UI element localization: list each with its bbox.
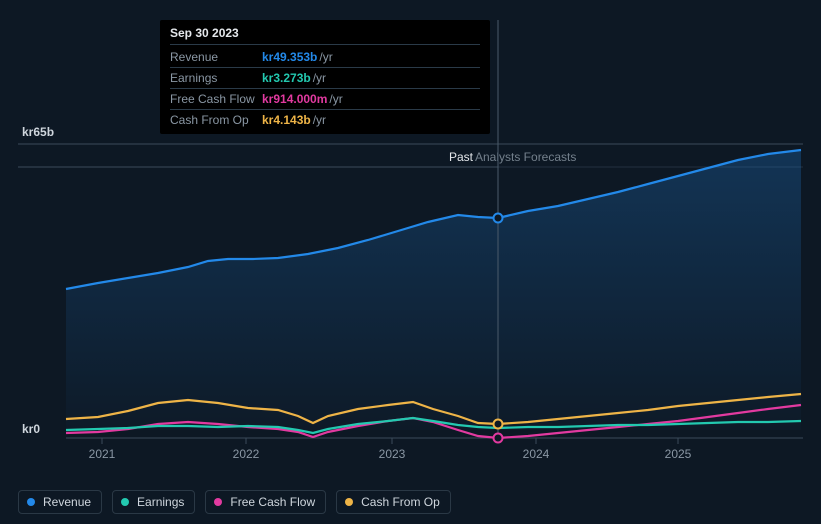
chart-tooltip: Sep 30 2023 Revenuekr49.353b /yrEarnings… bbox=[160, 20, 490, 134]
tooltip-row-label: Cash From Op bbox=[170, 112, 262, 128]
tooltip-row: Revenuekr49.353b /yr bbox=[170, 47, 480, 68]
legend-item-cash-from-op[interactable]: Cash From Op bbox=[336, 490, 451, 514]
tooltip-row-unit: /yr bbox=[329, 91, 342, 107]
legend-item-earnings[interactable]: Earnings bbox=[112, 490, 195, 514]
x-axis-tick: 2024 bbox=[523, 447, 550, 461]
tooltip-row-label: Free Cash Flow bbox=[170, 91, 262, 107]
tooltip-row-unit: /yr bbox=[313, 112, 326, 128]
legend-label: Revenue bbox=[43, 495, 91, 509]
legend-label: Cash From Op bbox=[361, 495, 440, 509]
tooltip-row: Cash From Opkr4.143b /yr bbox=[170, 110, 480, 130]
tooltip-row: Free Cash Flowkr914.000m /yr bbox=[170, 89, 480, 110]
legend-item-free-cash-flow[interactable]: Free Cash Flow bbox=[205, 490, 326, 514]
legend-label: Earnings bbox=[137, 495, 184, 509]
legend-label: Free Cash Flow bbox=[230, 495, 315, 509]
legend-dot-icon bbox=[121, 498, 129, 506]
tooltip-row-label: Earnings bbox=[170, 70, 262, 86]
legend-dot-icon bbox=[345, 498, 353, 506]
marker-fcf bbox=[494, 434, 503, 443]
tooltip-row-value: kr3.273b bbox=[262, 70, 311, 86]
legend-dot-icon bbox=[27, 498, 35, 506]
legend-item-revenue[interactable]: Revenue bbox=[18, 490, 102, 514]
chart-legend: Revenue Earnings Free Cash Flow Cash From O… bbox=[18, 490, 451, 514]
marker-cfo bbox=[494, 420, 503, 429]
tooltip-row-value: kr49.353b bbox=[262, 49, 317, 65]
tooltip-row-value: kr4.143b bbox=[262, 112, 311, 128]
tooltip-row-label: Revenue bbox=[170, 49, 262, 65]
marker-revenue bbox=[494, 214, 503, 223]
x-axis-tick: 2021 bbox=[89, 447, 116, 461]
x-axis-tick: 2025 bbox=[665, 447, 692, 461]
tooltip-date: Sep 30 2023 bbox=[170, 26, 480, 45]
tooltip-row-unit: /yr bbox=[313, 70, 326, 86]
legend-dot-icon bbox=[214, 498, 222, 506]
tooltip-row-value: kr914.000m bbox=[262, 91, 327, 107]
earnings-chart: kr65b kr0 Past Analysts Forecasts 202120… bbox=[18, 0, 803, 470]
x-axis-tick: 2022 bbox=[233, 447, 260, 461]
x-axis-tick: 2023 bbox=[379, 447, 406, 461]
tooltip-row: Earningskr3.273b /yr bbox=[170, 68, 480, 89]
tooltip-row-unit: /yr bbox=[319, 49, 332, 65]
